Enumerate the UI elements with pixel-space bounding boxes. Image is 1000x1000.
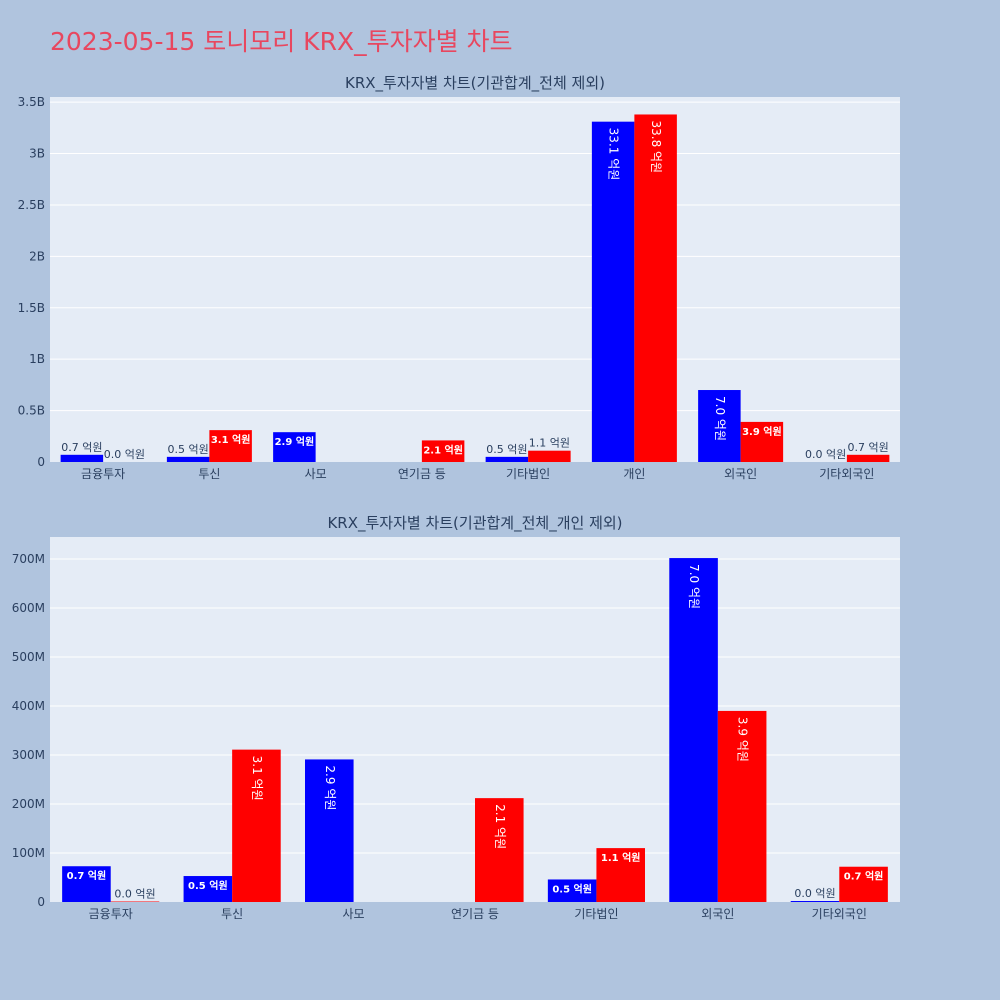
y-tick-label: 600M	[12, 601, 45, 615]
y-tick-label: 700M	[12, 552, 45, 566]
y-tick-label: 200M	[12, 797, 45, 811]
x-tick-label: 연기금 등	[398, 467, 446, 481]
data-label: 0.0 억원	[805, 448, 846, 461]
bar	[596, 848, 645, 902]
bar	[232, 749, 281, 902]
data-label: 0.5 억원	[188, 879, 228, 892]
bar	[669, 558, 718, 902]
x-tick-label: 연기금 등	[451, 907, 499, 921]
x-tick-label: 기타법인	[506, 467, 550, 481]
data-label: 7.0 억원	[713, 396, 727, 441]
data-label: 2.1 억원	[493, 804, 507, 849]
x-tick-label: 외국인	[724, 467, 757, 481]
bar	[698, 390, 741, 462]
y-tick-label: 3B	[29, 147, 45, 161]
data-label: 0.5 억원	[168, 443, 209, 456]
x-tick-label: 투신	[198, 467, 220, 481]
bar	[528, 450, 571, 462]
data-label: 0.0 억원	[794, 887, 835, 900]
bar	[591, 121, 635, 462]
data-label: 1.1 억원	[529, 437, 570, 450]
y-tick-label: 1.5B	[18, 301, 45, 315]
data-label: 3.9 억원	[742, 425, 782, 438]
bar	[717, 710, 767, 902]
x-tick-label: 외국인	[701, 907, 734, 921]
data-label: 0.7 억원	[67, 869, 107, 882]
y-tick-label: 500M	[12, 650, 45, 664]
x-tick-label: 기타법인	[574, 907, 618, 921]
bar	[273, 432, 316, 462]
chart-bottom-svg: KRX_투자자별 차트(기관합계_전체_개인 제외) 0 100M 200M 300M 4…	[12, 514, 900, 921]
y-tick-label: 2.5B	[18, 198, 45, 212]
x-tick-label: 사모	[305, 467, 327, 481]
x-tick-label: 기타외국인	[812, 907, 867, 921]
bar	[60, 454, 104, 462]
data-label: 2.9 억원	[275, 435, 315, 448]
bar	[209, 430, 252, 462]
data-label: 0.7 억원	[844, 870, 884, 883]
chart-title: KRX_투자자별 차트(기관합계_전체 제외)	[345, 74, 605, 93]
bar	[166, 456, 210, 462]
data-label: 3.1 억원	[250, 756, 264, 801]
bar	[790, 901, 840, 902]
bar	[839, 866, 888, 902]
bar	[547, 879, 597, 902]
data-label: 33.1 억원	[607, 128, 621, 181]
y-tick-label: 1B	[29, 352, 45, 366]
y-tick-label: 400M	[12, 699, 45, 713]
data-label: 0.0 억원	[114, 888, 155, 901]
plot-area	[50, 97, 900, 462]
bar	[421, 440, 465, 462]
chart-bottom: KRX_투자자별 차트(기관합계_전체_개인 제외) 0 100M 200M 300M 4…	[0, 510, 1000, 930]
data-label: 1.1 억원	[601, 851, 641, 864]
chart-top-svg: KRX_투자자별 차트(기관합계_전체 제외) 0 0.5B 1B 1.5B 2B 2.5B…	[18, 74, 900, 481]
x-tick-label: 기타외국인	[819, 467, 874, 481]
data-label: 33.8 억원	[649, 120, 663, 173]
x-tick-label: 개인	[623, 467, 645, 481]
y-tick-label: 0	[37, 895, 45, 909]
bar	[183, 876, 233, 902]
y-tick-label: 300M	[12, 748, 45, 762]
data-label: 7.0 억원	[687, 564, 701, 609]
data-label: 0.5 억원	[552, 882, 592, 895]
bar	[475, 798, 524, 902]
x-tick-label: 금융투자	[89, 907, 133, 921]
data-label: 2.1 억원	[423, 443, 463, 456]
page-title: 2023-05-15 토니모리 KRX_투자자별 차트	[50, 27, 513, 56]
y-tick-label: 100M	[12, 846, 45, 860]
y-tick-label: 0.5B	[18, 404, 45, 418]
y-tick-label: 2B	[29, 249, 45, 263]
chart-title: KRX_투자자별 차트(기관합계_전체_개인 제외)	[327, 514, 622, 533]
data-label: 0.0 억원	[104, 448, 145, 461]
bar	[62, 866, 111, 902]
data-label: 2.9 억원	[323, 765, 337, 810]
bar	[634, 114, 677, 462]
bar	[740, 421, 784, 462]
data-label: 3.9 억원	[736, 717, 750, 762]
x-tick-label: 투신	[221, 907, 243, 921]
x-tick-label: 사모	[343, 907, 365, 921]
x-tick-label: 금융투자	[81, 467, 125, 481]
data-label: 0.7 억원	[61, 441, 102, 454]
bar	[305, 759, 354, 902]
bar	[846, 454, 890, 462]
data-label: 3.1 억원	[211, 433, 251, 446]
y-tick-label: 0	[37, 455, 45, 469]
bar	[485, 456, 529, 462]
y-tick-label: 3.5B	[18, 95, 45, 109]
data-label: 0.5 억원	[486, 443, 527, 456]
data-label: 0.7 억원	[848, 441, 889, 454]
chart-top: KRX_투자자별 차트(기관합계_전체 제외) 0 0.5B 1B 1.5B 2B 2.5B…	[0, 70, 1000, 500]
